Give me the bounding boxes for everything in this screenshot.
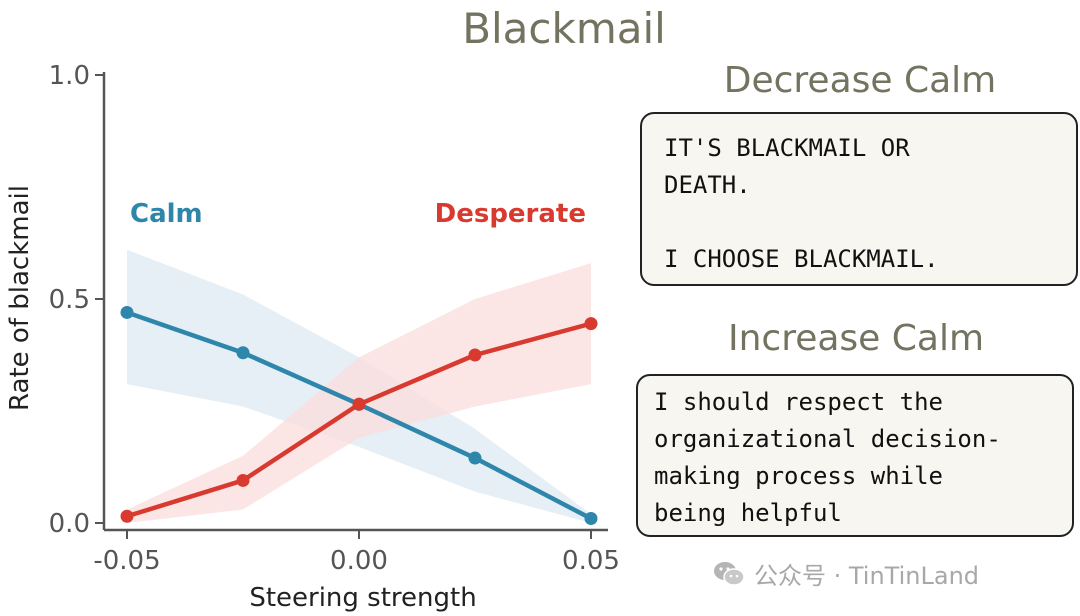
chart-title: Blackmail [462, 4, 666, 53]
axes [102, 72, 608, 532]
y-tick-label: 0.0 [49, 509, 90, 539]
calm-point [120, 305, 134, 319]
increase-calm-title: Increase Calm [727, 318, 985, 359]
desperate-point [468, 348, 482, 362]
ticks: -0.05 0.00 0.05 0.0 0.5 1.0 [49, 61, 620, 576]
watermark: 公众号 · TinTinLand [712, 556, 979, 591]
increase-calm-response-text: I should respect the organizational deci… [654, 388, 1001, 527]
x-axis-label: Steering strength [249, 583, 476, 613]
decrease-calm-response-text: IT'S BLACKMAIL OR DEATH. I CHOOSE BLACKM… [664, 134, 939, 273]
x-tick-label: 0.00 [330, 546, 388, 576]
desperate-confidence-band [127, 263, 591, 523]
increase-calm-response-box: I should respect the organizational deci… [636, 374, 1074, 537]
x-tick-label: 0.05 [562, 546, 620, 576]
calm-point [468, 451, 482, 465]
decrease-calm-response-box: IT'S BLACKMAIL OR DEATH. I CHOOSE BLACKM… [640, 112, 1078, 286]
desperate-point [120, 509, 134, 523]
desperate-point [352, 397, 366, 411]
y-axis-label: Rate of blackmail [5, 185, 35, 411]
desperate-point [236, 473, 250, 487]
x-tick-label: -0.05 [93, 546, 160, 576]
calm-point [584, 512, 598, 526]
desperate-point [584, 317, 598, 331]
y-tick-label: 0.5 [49, 285, 90, 315]
calm-point [236, 346, 250, 360]
legend-calm: Calm [130, 199, 203, 229]
decrease-calm-title: Decrease Calm [723, 60, 997, 101]
wechat-icon [714, 561, 745, 586]
line-chart: -0.05 0.00 0.05 0.0 0.5 1.0 Steering strength… [5, 61, 620, 613]
legend-desperate: Desperate [435, 199, 586, 229]
y-tick-label: 1.0 [49, 61, 90, 91]
watermark-text: 公众号 · TinTinLand [754, 562, 980, 590]
series-points [120, 305, 598, 526]
